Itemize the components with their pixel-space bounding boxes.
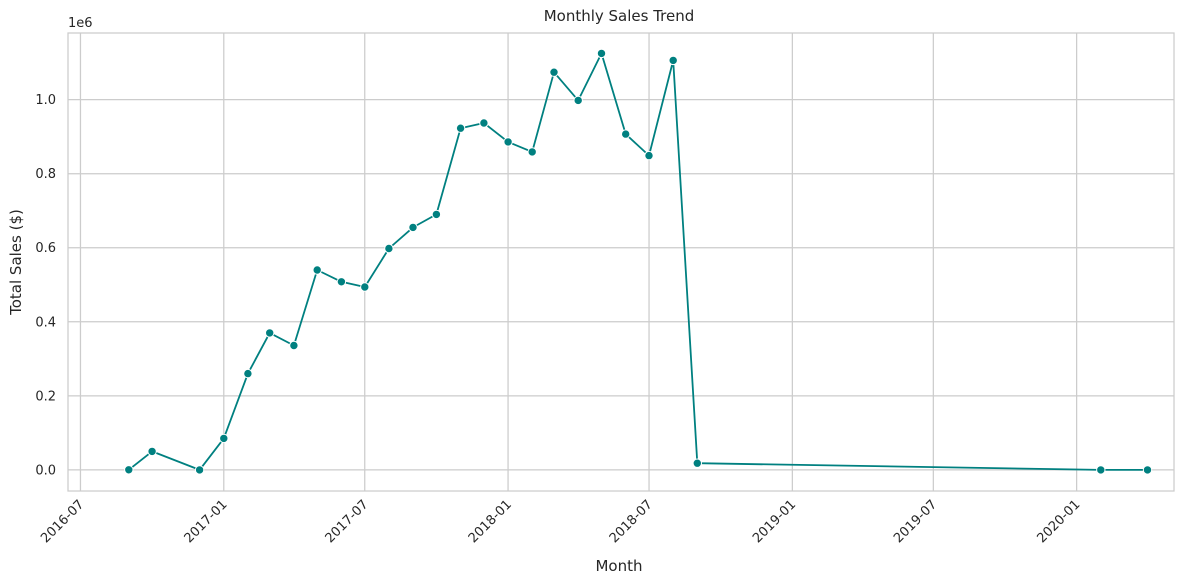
x-tick-labels: 2016-07 2017-01 2017-07 2018-01 2018-07 2019-… xyxy=(38,497,1083,546)
series-sales xyxy=(124,48,1153,475)
y-tick-label: 0.8 xyxy=(35,167,56,182)
data-point xyxy=(549,67,559,77)
y-tick-label: 0.2 xyxy=(35,389,56,404)
data-point xyxy=(644,150,654,161)
data-point xyxy=(692,458,702,468)
data-point xyxy=(573,95,583,106)
data-point xyxy=(596,48,607,59)
data-point xyxy=(289,340,299,351)
data-point xyxy=(147,446,157,457)
data-point xyxy=(527,147,537,157)
x-tick-label: 2018-07 xyxy=(607,497,656,546)
plot-area-frame xyxy=(67,32,1175,492)
data-point xyxy=(219,433,229,444)
x-tick-label: 2019-07 xyxy=(891,497,940,546)
data-point xyxy=(124,465,134,475)
data-point xyxy=(336,277,347,287)
data-point xyxy=(265,328,275,338)
data-point xyxy=(479,118,489,128)
chart-title: Monthly Sales Trend xyxy=(544,7,695,25)
x-tick-label: 2017-07 xyxy=(323,497,372,546)
data-point xyxy=(194,465,205,475)
data-point xyxy=(384,243,394,254)
y-tick-label: 1.0 xyxy=(35,93,56,108)
y-tick-label: 0.0 xyxy=(35,463,56,478)
x-axis-title: Month xyxy=(595,557,642,575)
data-point xyxy=(431,209,442,220)
y-tick-label: 0.4 xyxy=(35,315,56,330)
data-point xyxy=(621,129,631,139)
data-point xyxy=(1096,465,1106,475)
data-point xyxy=(243,368,253,379)
y-tick-label: 0.6 xyxy=(35,241,56,256)
x-tick-label: 2016-07 xyxy=(38,497,87,546)
x-tick-label: 2019-01 xyxy=(750,497,799,546)
data-point xyxy=(360,282,370,292)
series-line xyxy=(128,52,1148,471)
x-tick-label: 2020-01 xyxy=(1034,497,1083,546)
data-point xyxy=(408,222,418,233)
data-point xyxy=(312,265,322,275)
x-tick-label: 2017-01 xyxy=(182,497,231,546)
y-tick-labels: 0.0 0.2 0.4 0.6 0.8 1.0 xyxy=(35,93,56,478)
y-scale-label: 1e6 xyxy=(68,16,93,31)
data-point xyxy=(1142,465,1153,475)
grid-lines xyxy=(68,33,1174,491)
data-point xyxy=(455,123,466,133)
x-tick-label: 2018-01 xyxy=(466,497,515,546)
y-axis-title: Total Sales ($) xyxy=(7,209,25,316)
data-point xyxy=(503,137,513,147)
data-point xyxy=(668,55,678,66)
